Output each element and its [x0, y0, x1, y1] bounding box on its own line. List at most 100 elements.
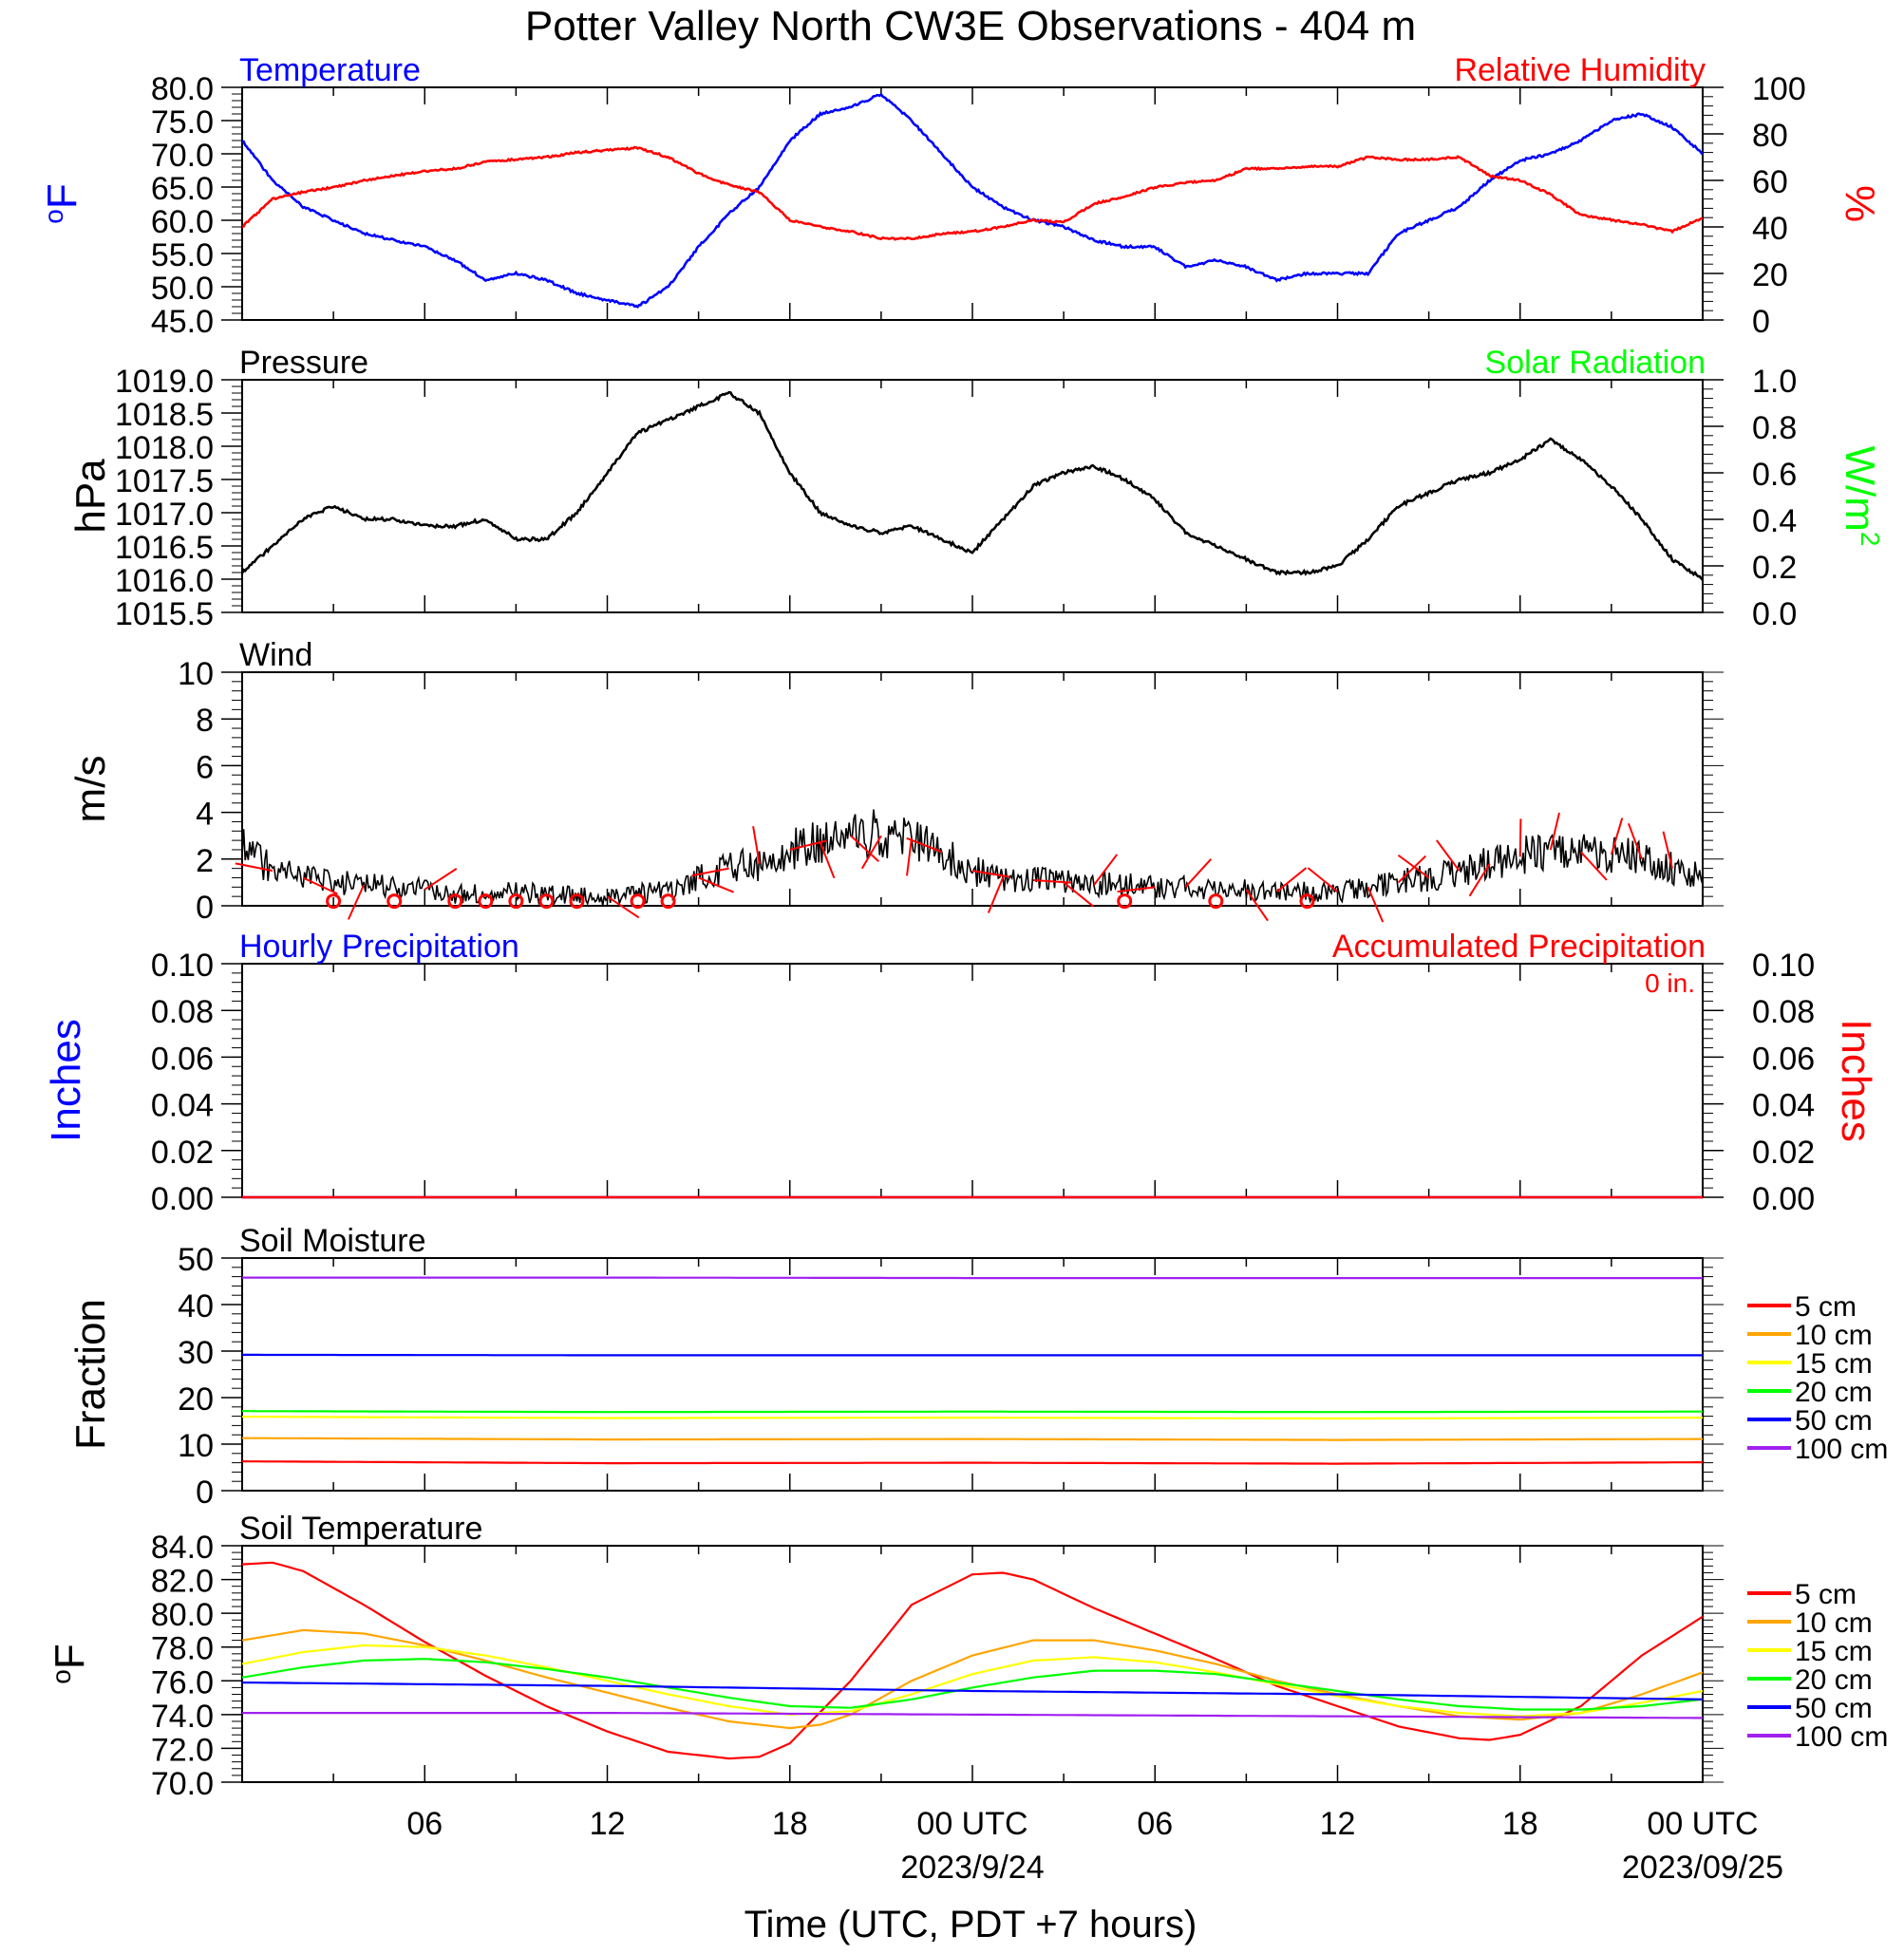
legend-label: 20 cm: [1795, 1377, 1873, 1408]
legend-label: 10 cm: [1795, 1320, 1873, 1351]
calm-wind-marker: [447, 893, 463, 910]
y-axis-title-left: hPa: [67, 459, 114, 534]
y-tick-label: 8: [196, 703, 214, 739]
x-tick-label: 06: [1137, 1806, 1173, 1842]
y-tick-label: 1019.0: [115, 364, 214, 400]
panel-1: 45.050.055.060.065.070.075.080.0 0 20 40 60 8…: [39, 52, 1883, 340]
y-right-tick-label: 0: [1752, 304, 1770, 340]
calm-wind-marker: [508, 893, 524, 910]
series-line-100-cm: [242, 1276, 1703, 1280]
calm-wind-marker: [538, 893, 555, 910]
calm-wind-marker: [569, 893, 585, 910]
y-right-tick-label: 20: [1752, 257, 1788, 293]
panels-group: 45.050.055.060.065.070.075.080.002040608…: [39, 52, 1888, 1802]
y-tick-label: 0: [196, 1475, 214, 1511]
wind-barb: [752, 826, 761, 864]
y-right-tick-label: 1.0: [1752, 364, 1797, 400]
y-axis-title-right: Inches: [1833, 1019, 1879, 1142]
wind-barb: [906, 836, 943, 854]
y-tick-label: 1016.0: [115, 563, 214, 599]
legend-label: 20 cm: [1795, 1664, 1873, 1696]
panel-frame: [241, 1545, 1704, 1783]
panel-left-title: Pressure: [239, 345, 368, 381]
y-right-tick-label: 0.10: [1752, 948, 1815, 984]
y-right-tick-label: 0.04: [1752, 1088, 1815, 1124]
y-tick-label: 0: [196, 890, 214, 926]
wind-barb: [1093, 854, 1119, 886]
y-tick-label: 10: [178, 656, 214, 692]
series-line-wind: [241, 809, 1704, 907]
series-line-100-cm: [242, 1712, 1703, 1719]
wind-barb: [1580, 851, 1608, 881]
wind-barb: [1610, 817, 1624, 855]
panel-frame: [241, 963, 1704, 1198]
series-line-50-cm: [242, 1353, 1703, 1357]
panel-3: 0 2 4 6 8 10 Wind m/s: [67, 637, 1724, 926]
series-line-10-cm: [241, 1437, 1703, 1441]
calm-wind-marker: [1208, 893, 1224, 910]
y-axis-title-right: %: [1837, 185, 1883, 222]
wind-barb: [987, 877, 1004, 913]
y-tick-label: 1017.5: [115, 463, 214, 499]
series-line-temperature: [241, 92, 1704, 309]
legend-label: 50 cm: [1795, 1405, 1873, 1437]
calm-wind-marker: [1299, 893, 1315, 910]
wind-barb: [424, 868, 458, 891]
y-right-tick-label: 0.06: [1752, 1041, 1815, 1077]
wind-barb: [1275, 867, 1308, 893]
panel-2: 1015.51016.01016.51017.01017.51018.01018…: [67, 345, 1885, 632]
y-tick-label: 10: [178, 1428, 214, 1464]
x-tick-label: 12: [1320, 1806, 1356, 1842]
legend-label: 10 cm: [1795, 1607, 1873, 1639]
y-tick-label: 84.0: [151, 1530, 214, 1566]
y-right-tick-label: 40: [1752, 211, 1788, 247]
panel-frame: [241, 379, 1704, 613]
y-axis-title-left: Fraction: [67, 1299, 114, 1450]
y-right-tick-label: 60: [1752, 164, 1788, 200]
y-tick-label: 1018.0: [115, 430, 214, 466]
legend-label: 5 cm: [1795, 1579, 1857, 1610]
y-tick-label: 6: [196, 749, 214, 785]
accumulated-precip-label: 0 in.: [1645, 968, 1695, 998]
legend-label: 15 cm: [1795, 1636, 1873, 1667]
y-tick-label: 0.10: [151, 948, 214, 984]
panel-left-title: Wind: [239, 637, 312, 673]
calm-wind-marker: [1117, 893, 1133, 910]
wind-barb: [860, 835, 882, 870]
y-tick-label: 50: [178, 1242, 214, 1278]
y-axis-title-right: W/m2: [1837, 446, 1885, 547]
wind-barb: [1436, 839, 1461, 872]
y-tick-label: 80.0: [151, 1597, 214, 1633]
y-right-tick-label: 0.2: [1752, 550, 1797, 586]
panel-right-title: Relative Humidity: [1454, 52, 1706, 88]
panel-6: 70.072.074.076.078.080.082.084.0 Soil Tem…: [47, 1511, 1888, 1802]
y-tick-label: 75.0: [151, 104, 214, 141]
y-axis-title-left: Inches: [43, 1019, 89, 1142]
wind-barb: [1662, 831, 1673, 869]
series-line-5-cm: [241, 1460, 1703, 1465]
wind-barb: [789, 839, 827, 851]
calm-wind-marker: [630, 893, 646, 910]
wind-barb: [1397, 855, 1426, 884]
wind-barb: [819, 842, 836, 879]
x-date-label: 2023/9/24: [900, 1850, 1044, 1886]
y-axis-title-left: oF: [47, 1644, 93, 1683]
x-axis: 06 12 18 00 UTC 06 12 18 00 UTC 2023/9/24 2023/09…: [406, 1806, 1783, 1886]
y-tick-label: 72.0: [151, 1732, 214, 1768]
wind-barb: [698, 876, 734, 893]
wind-barb: [347, 884, 366, 920]
y-tick-label: 1015.5: [115, 596, 214, 632]
series-line-pressure: [240, 390, 1704, 581]
y-right-tick-label: 0.8: [1752, 410, 1797, 446]
y-axis-title-left: m/s: [67, 756, 114, 823]
calm-wind-marker: [660, 893, 676, 910]
y-tick-label: 45.0: [151, 304, 214, 340]
y-tick-label: 2: [196, 843, 214, 879]
series-line-15-cm: [242, 1416, 1703, 1420]
y-right-tick-label: 0.08: [1752, 994, 1815, 1030]
y-right-tick-label: 0.6: [1752, 457, 1797, 493]
x-tick-label: 12: [590, 1806, 626, 1842]
wind-barb: [235, 862, 273, 873]
series-line-50-cm: [242, 1682, 1704, 1700]
